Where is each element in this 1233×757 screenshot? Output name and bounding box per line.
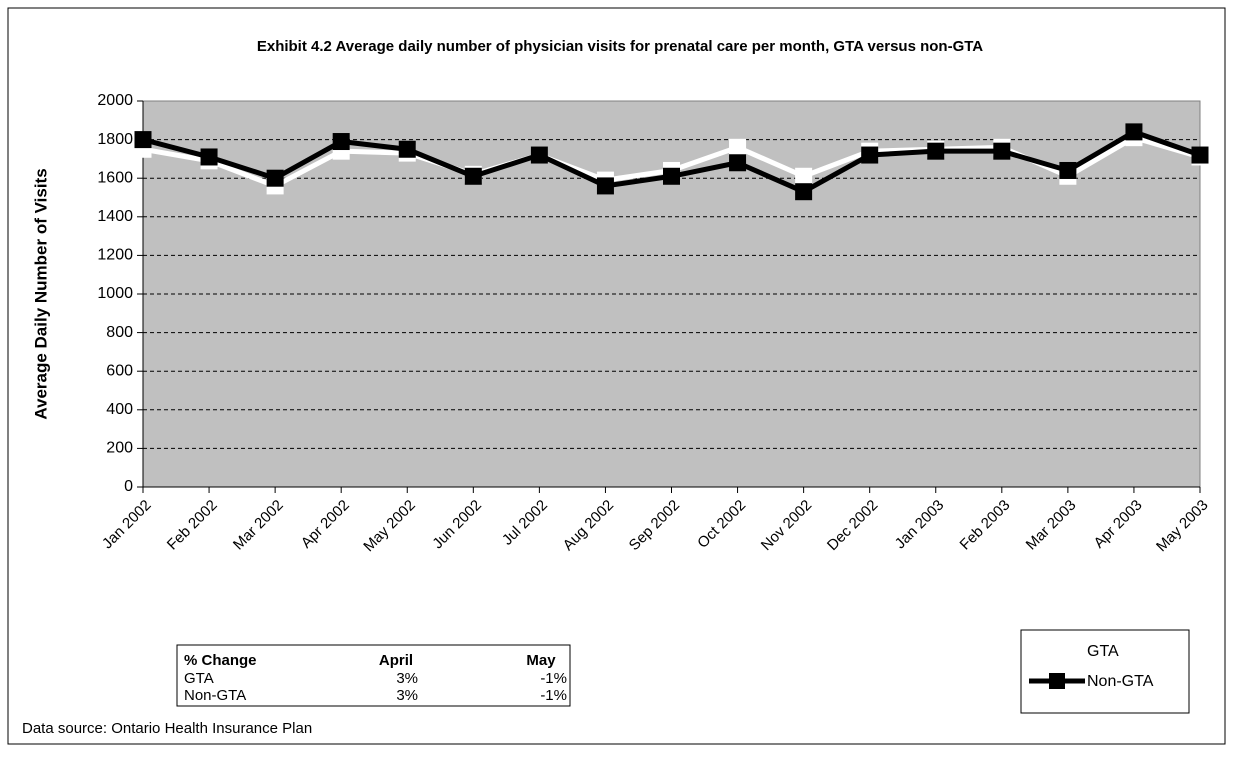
y-tick-label: 600 (106, 362, 133, 379)
point-marker (795, 167, 813, 185)
table-header: May (526, 652, 556, 669)
point-marker (795, 183, 813, 201)
table-cell: -1% (540, 670, 567, 687)
y-tick-label: 1600 (97, 169, 133, 186)
point-marker (1191, 146, 1209, 164)
table-cell: GTA (184, 670, 214, 687)
y-tick-label: 200 (106, 440, 133, 457)
table-box (176, 644, 571, 707)
point-marker (266, 169, 284, 187)
legend-label: GTA (1087, 643, 1119, 660)
point-marker (200, 148, 218, 166)
point-marker (729, 138, 747, 156)
point-marker (1125, 123, 1143, 141)
y-tick-label: 800 (106, 324, 133, 341)
legend-label: Non-GTA (1087, 673, 1154, 690)
point-marker (663, 167, 680, 185)
y-tick-label: 1800 (97, 131, 133, 148)
table-cell: Non-GTA (184, 687, 246, 704)
change-table: % Change April May GTA 3% -1% Non-GTA 3%… (176, 644, 571, 707)
point-marker (993, 142, 1011, 160)
point-marker (861, 146, 879, 164)
y-tick-label: 400 (106, 401, 133, 418)
y-axis-label: Average Daily Number of Visits (31, 168, 50, 419)
point-marker (596, 177, 614, 195)
point-marker (464, 167, 482, 185)
y-tick-label: 2000 (97, 92, 133, 109)
point-marker (927, 142, 945, 160)
table-header: April (379, 652, 413, 669)
chart-title: Exhibit 4.2 Average daily number of phys… (257, 38, 983, 55)
point-marker (530, 146, 548, 164)
y-tick-label: 1400 (97, 208, 133, 225)
source-note: Data source: Ontario Health Insurance Pl… (22, 720, 312, 737)
table-cell: 3% (396, 687, 418, 704)
table-header: % Change (184, 652, 257, 669)
y-tick-label: 0 (124, 478, 133, 495)
y-tick-label: 1000 (97, 285, 133, 302)
point-marker (332, 133, 350, 151)
table-cell: 3% (396, 670, 418, 687)
point-marker (134, 131, 152, 149)
point-marker (729, 154, 747, 172)
legend-marker (1049, 643, 1065, 659)
point-marker (398, 140, 416, 158)
legend-marker (1049, 673, 1065, 689)
y-tick-label: 1200 (97, 247, 133, 264)
table-cell: -1% (540, 687, 567, 704)
point-marker (1059, 161, 1077, 179)
